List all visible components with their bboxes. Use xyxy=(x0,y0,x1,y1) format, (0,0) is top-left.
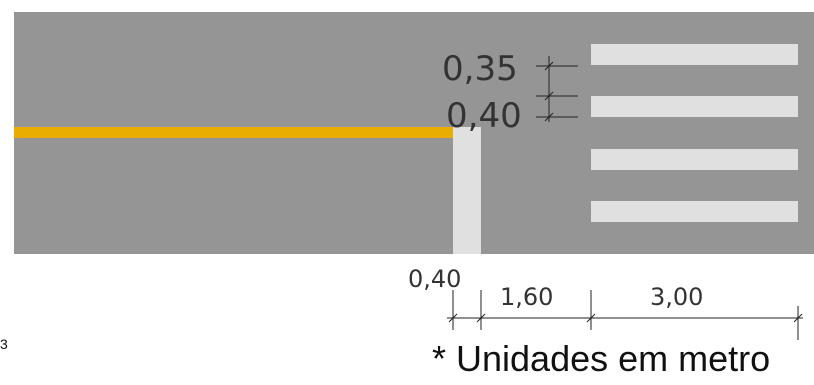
crosswalk-stripe xyxy=(591,201,798,222)
units-note: * Unidades em metro xyxy=(432,338,771,379)
crosswalk-length-label: 3,00 xyxy=(650,283,703,311)
stripe-width-label: 0,35 xyxy=(442,49,518,89)
clearance-label: 1,60 xyxy=(500,283,553,311)
edge-text-fragment: 3 xyxy=(0,336,8,352)
stop-line-width-label: 0,40 xyxy=(408,265,461,293)
vertical-dimension-lines xyxy=(536,56,578,122)
stop-line xyxy=(453,127,481,254)
crosswalk-stripe xyxy=(591,96,798,117)
horizontal-dimension-lines xyxy=(447,290,803,340)
crosswalk-stripe xyxy=(591,149,798,170)
crosswalk-stripe xyxy=(591,44,798,65)
stripe-gap-label: 0,40 xyxy=(446,96,522,136)
yellow-center-line xyxy=(14,127,481,138)
